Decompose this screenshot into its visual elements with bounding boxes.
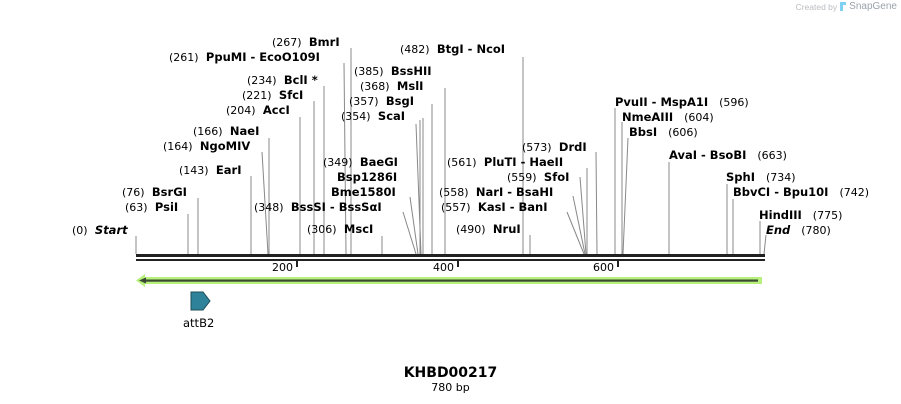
site-label-avai-bsobi[interactable]: AvaI - BsoBI (663) xyxy=(669,148,787,162)
site-label-start[interactable]: (0) Start xyxy=(72,223,128,237)
sequence-length: 780 bp xyxy=(431,381,470,394)
backbone-top-strand xyxy=(136,254,765,257)
ruler-tick-label-600: 600 xyxy=(593,261,614,274)
tick-600 xyxy=(617,261,619,267)
site-label-hindiii[interactable]: HindIII (775) xyxy=(759,208,843,222)
site-label-scai[interactable]: (354) ScaI xyxy=(341,109,406,123)
site-label-msci[interactable]: (306) MscI xyxy=(307,222,374,236)
tick-200 xyxy=(296,261,298,267)
site-label-sfoi[interactable]: (559) SfoI xyxy=(507,170,570,184)
site-lines xyxy=(135,48,767,255)
sequence-title: KHBD00217 xyxy=(403,365,498,381)
watermark-brand: SnapGene xyxy=(849,1,897,12)
watermark: Created by SnapGene xyxy=(796,1,897,12)
site-label-msli[interactable]: (368) MslI xyxy=(360,79,424,93)
full-length-feature-arrow-icon xyxy=(136,274,762,287)
site-label-nrui[interactable]: (490) NruI xyxy=(456,222,521,236)
feature-label-attb2[interactable]: attB2 xyxy=(183,316,215,330)
site-label-ngomiv[interactable]: (164) NgoMIV xyxy=(163,139,251,153)
snapgene-logo-icon xyxy=(840,2,847,11)
site-label-bmri[interactable]: (267) BmrI xyxy=(272,35,340,49)
site-label-bbvci-bpu10i[interactable]: BbvCI - Bpu10I (742) xyxy=(733,185,870,199)
site-label-nari-bsahi[interactable]: (558) NarI - BsaHI xyxy=(439,185,554,199)
site-label-pvuii-mspa1i[interactable]: PvuII - MspA1I (596) xyxy=(615,95,749,109)
backbone-bottom-strand xyxy=(136,259,765,261)
site-label-bme1580i[interactable]: Bme1580I xyxy=(331,185,396,199)
ruler-tick-label-200: 200 xyxy=(272,261,293,274)
site-label-nmeaiii[interactable]: NmeAIII (604) xyxy=(622,110,714,124)
site-label-ppumi-eco0109i[interactable]: (261) PpuMI - EcoO109I xyxy=(169,50,320,64)
site-label-kasi-bani[interactable]: (557) KasI - BanI xyxy=(441,200,548,214)
site-label-bcli[interactable]: (234) BclI * xyxy=(247,73,318,87)
site-label-bsp1286i[interactable]: Bsp1286I xyxy=(337,170,398,184)
tick-400 xyxy=(457,261,459,267)
site-label-bsrgi[interactable]: (76) BsrGI xyxy=(122,185,187,199)
site-label-sphi[interactable]: SphI (734) xyxy=(726,170,796,184)
site-label-drdi[interactable]: (573) DrdI xyxy=(522,140,587,154)
site-label-sfci[interactable]: (221) SfcI xyxy=(242,88,304,102)
attb2-feature-arrow-icon xyxy=(190,291,211,311)
site-label-eari[interactable]: (143) EarI xyxy=(179,163,242,177)
site-label-pluti-haeii[interactable]: (561) PluTI - HaeII xyxy=(447,155,564,169)
site-label-acci[interactable]: (204) AccI xyxy=(226,103,290,117)
site-label-ársshii[interactable]: (385) BssHII xyxy=(354,64,432,78)
site-label-bsgi[interactable]: (357) BsgI xyxy=(349,94,415,108)
site-label-psii[interactable]: (63) PsiI xyxy=(125,200,179,214)
site-label-bsssi-bsssai[interactable]: (348) BssSI - BssSαI xyxy=(254,200,382,214)
site-label-btgi-ncoi[interactable]: (482) BtgI - NcoI xyxy=(400,42,506,56)
ruler-tick-label-400: 400 xyxy=(433,261,454,274)
site-label-baegi[interactable]: (349) BaeGI xyxy=(323,155,398,169)
site-label-bbsi[interactable]: BbsI (606) xyxy=(629,125,698,139)
site-label-naei[interactable]: (166) NaeI xyxy=(193,124,260,138)
site-label-end[interactable]: End (780) xyxy=(766,223,831,237)
watermark-prefix: Created by xyxy=(795,1,838,12)
